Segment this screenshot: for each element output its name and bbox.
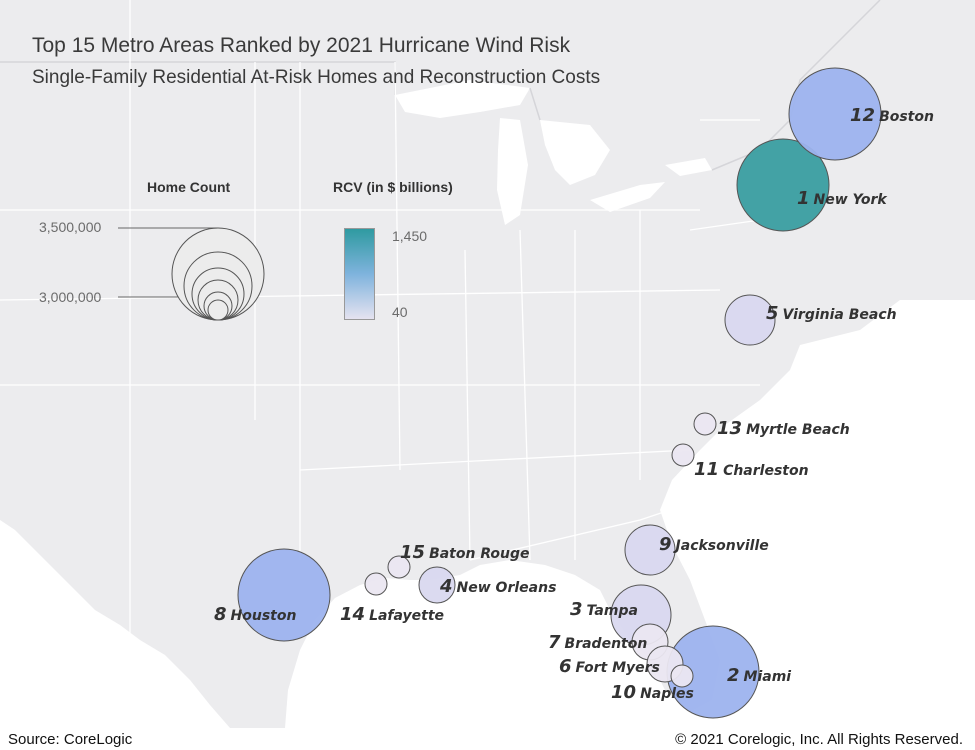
rank-baton-rouge: 15 — [400, 542, 426, 563]
label-naples: 10 Naples — [611, 684, 694, 702]
city-houston: Houston — [230, 608, 297, 624]
city-new-orleans: New Orleans — [456, 580, 557, 596]
city-boston: Boston — [879, 109, 934, 125]
rank-boston: 12 — [850, 105, 876, 126]
label-new-orleans: 4 New Orleans — [440, 578, 556, 596]
lake-erie — [590, 182, 665, 212]
city-fort-myers: Fort Myers — [575, 660, 660, 676]
rcv-min-label: 40 — [392, 304, 408, 320]
label-baton-rouge: 15 Baton Rouge — [400, 544, 530, 562]
rcv-gradient-bar — [344, 228, 375, 320]
city-tampa: Tampa — [586, 603, 638, 619]
lake-michigan — [497, 118, 528, 225]
bubble-houston[interactable] — [237, 548, 331, 642]
rank-new-orleans: 4 — [440, 576, 453, 597]
bubble-lafayette[interactable] — [364, 572, 388, 596]
label-lafayette: 14 Lafayette — [340, 606, 444, 624]
bubble-boston[interactable] — [788, 67, 882, 161]
copyright-note: © 2021 Corelogic, Inc. All Rights Reserv… — [675, 731, 963, 748]
bubble-naples[interactable] — [670, 664, 694, 688]
label-myrtle-beach: 13 Myrtle Beach — [717, 420, 850, 438]
bubble-baton-rouge[interactable] — [387, 555, 411, 579]
rank-bradenton: 7 — [548, 632, 561, 653]
city-myrtle-beach: Myrtle Beach — [746, 422, 850, 438]
city-jacksonville: Jacksonville — [675, 538, 769, 554]
rank-naples: 10 — [611, 682, 637, 703]
map-title: Top 15 Metro Areas Ranked by 2021 Hurric… — [32, 34, 571, 57]
label-charleston: 11 Charleston — [694, 461, 809, 479]
bubble-myrtle-beach[interactable] — [693, 412, 717, 436]
rank-myrtle-beach: 13 — [717, 418, 743, 439]
lake-ontario — [665, 158, 712, 176]
rank-tampa: 3 — [570, 599, 583, 620]
bubble-new-york[interactable] — [736, 138, 830, 232]
home-count-size-legend — [118, 227, 265, 321]
rank-jacksonville: 9 — [659, 534, 672, 555]
city-virginia-beach: Virginia Beach — [782, 307, 897, 323]
city-charleston: Charleston — [723, 463, 809, 479]
label-miami: 2 Miami — [727, 667, 791, 685]
city-lafayette: Lafayette — [369, 608, 445, 624]
label-new-york: 1 New York — [797, 190, 887, 208]
bubble-jacksonville[interactable] — [624, 524, 676, 576]
home-count-max-label: 3,500,000 — [39, 219, 102, 235]
source-note: Source: CoreLogic — [8, 731, 133, 748]
bubble-virginia-beach[interactable] — [724, 294, 776, 346]
city-bradenton: Bradenton — [564, 636, 648, 652]
legend-circle-6 — [207, 299, 229, 321]
bubble-new-orleans[interactable] — [418, 566, 456, 604]
city-miami: Miami — [743, 669, 792, 685]
lake-huron — [540, 120, 610, 185]
nested-size-circles — [171, 227, 265, 321]
rank-charleston: 11 — [694, 459, 720, 480]
lake-superior — [395, 80, 530, 118]
home-count-min-label: 3,000,000 — [39, 289, 102, 305]
rcv-max-label: 1,450 — [392, 228, 428, 244]
metro-bubbles — [237, 67, 882, 719]
label-boston: 12 Boston — [850, 107, 934, 125]
state-borders — [0, 0, 760, 728]
rank-fort-myers: 6 — [559, 656, 572, 677]
rank-virginia-beach: 5 — [766, 303, 779, 324]
label-houston: 8 Houston — [214, 606, 296, 624]
bubble-charleston[interactable] — [671, 443, 695, 467]
label-fort-myers: 6 Fort Myers — [559, 658, 660, 676]
city-naples: Naples — [640, 686, 694, 702]
rank-miami: 2 — [727, 665, 740, 686]
label-bradenton: 7 Bradenton — [548, 634, 647, 652]
land-mass — [0, 0, 975, 728]
label-jacksonville: 9 Jacksonville — [659, 536, 769, 554]
city-new-york: New York — [813, 192, 887, 208]
map-subtitle: Single-Family Residential At-Risk Homes … — [32, 67, 601, 88]
rcv-color-scale — [344, 228, 375, 320]
rank-houston: 8 — [214, 604, 227, 625]
rank-new-york: 1 — [797, 188, 810, 209]
city-baton-rouge: Baton Rouge — [429, 546, 530, 562]
label-tampa: 3 Tampa — [570, 601, 638, 619]
rcv-legend-title: RCV (in $ billions) — [333, 179, 453, 195]
label-virginia-beach: 5 Virginia Beach — [766, 305, 897, 323]
home-count-legend-title: Home Count — [147, 179, 231, 195]
rank-lafayette: 14 — [340, 604, 366, 625]
